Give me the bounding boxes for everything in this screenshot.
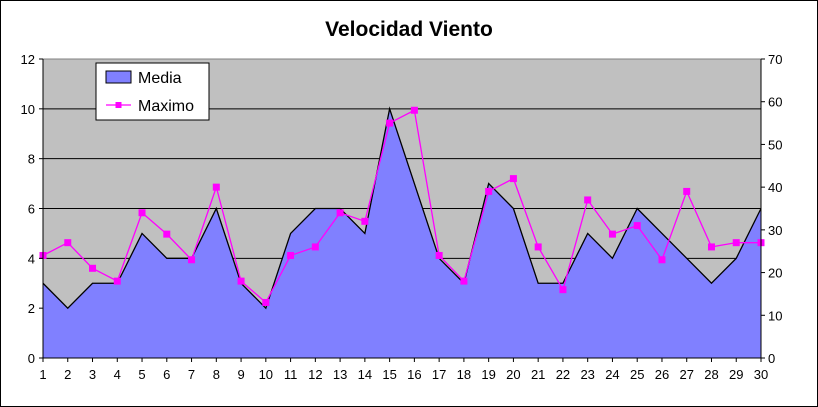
x-tick-label: 8 xyxy=(213,367,220,382)
series-maximo-marker xyxy=(608,230,616,238)
y-right-tick-label: 20 xyxy=(768,266,782,281)
y-right-tick-label: 0 xyxy=(768,351,775,366)
x-tick-label: 25 xyxy=(630,367,644,382)
x-tick-label: 22 xyxy=(556,367,570,382)
x-tick-label: 6 xyxy=(163,367,170,382)
x-tick-label: 11 xyxy=(284,367,298,382)
series-maximo-marker xyxy=(361,217,369,225)
series-maximo-marker xyxy=(658,256,666,264)
y-right-tick-label: 10 xyxy=(768,308,782,323)
series-maximo-marker xyxy=(485,187,493,195)
legend-box xyxy=(95,62,210,121)
series-maximo-marker xyxy=(188,256,196,264)
series-maximo-marker xyxy=(534,243,542,251)
x-tick-label: 26 xyxy=(655,367,669,382)
x-tick-label: 10 xyxy=(259,367,273,382)
series-maximo-marker xyxy=(559,286,567,294)
y-left-tick-label: 0 xyxy=(28,351,35,366)
series-media-line xyxy=(42,106,762,310)
series-maximo-marker xyxy=(237,277,245,285)
series-maximo-marker xyxy=(163,230,171,238)
x-tick-label: 1 xyxy=(39,367,46,382)
legend-marker-maximo xyxy=(115,102,122,108)
x-tick-label: 20 xyxy=(506,367,520,382)
y-right-tick-label: 50 xyxy=(768,137,782,152)
series-maximo-marker xyxy=(386,119,394,127)
y-left-tick-label: 6 xyxy=(28,202,35,217)
x-tick-label: 13 xyxy=(333,367,347,382)
x-tick-label: 2 xyxy=(64,367,71,382)
x-tick-label: 12 xyxy=(308,367,322,382)
series-maximo-marker xyxy=(89,264,97,272)
y-left-tick-label: 2 xyxy=(28,301,35,316)
legend-label-maximo: Maximo xyxy=(138,98,194,115)
y-right-tick-label: 30 xyxy=(768,223,782,238)
x-tick-label: 17 xyxy=(432,367,446,382)
x-tick-label: 19 xyxy=(481,367,495,382)
series-maximo-marker xyxy=(212,183,220,191)
series-maximo-marker xyxy=(683,187,691,195)
x-tick-label: 4 xyxy=(114,367,121,382)
y-right-tick-label: 40 xyxy=(768,180,782,195)
x-tick-label: 5 xyxy=(138,367,145,382)
legend-label-media: Media xyxy=(138,70,182,87)
series-maximo-marker xyxy=(138,209,146,217)
series-maximo-marker xyxy=(311,243,319,251)
x-tick-label: 3 xyxy=(89,367,96,382)
series-media-area xyxy=(43,108,761,358)
series-maximo-marker xyxy=(64,239,72,247)
y-left-tick-label: 12 xyxy=(21,52,35,67)
y-right-tick-label: 70 xyxy=(768,52,782,67)
series-maximo-marker xyxy=(113,277,121,285)
x-tick-label: 7 xyxy=(188,367,195,382)
series-maximo-marker xyxy=(262,298,270,306)
y-left-tick-label: 8 xyxy=(28,152,35,167)
chart-title: Velocidad Viento xyxy=(325,18,493,41)
series-maximo-marker xyxy=(287,251,295,259)
y-left-tick-label: 4 xyxy=(28,251,35,266)
y-right-tick-label: 60 xyxy=(768,95,782,110)
x-tick-label: 18 xyxy=(457,367,471,382)
series-maximo-marker xyxy=(633,222,641,230)
x-tick-label: 27 xyxy=(679,367,693,382)
series-maximo-marker xyxy=(584,196,592,204)
series-maximo-marker xyxy=(336,209,344,217)
series-maximo-marker xyxy=(460,277,468,285)
x-tick-label: 9 xyxy=(237,367,244,382)
series-maximo-marker xyxy=(732,239,740,247)
x-tick-label: 23 xyxy=(580,367,594,382)
series-maximo-line xyxy=(42,109,761,304)
x-tick-label: 24 xyxy=(605,367,619,382)
x-tick-label: 15 xyxy=(382,367,396,382)
x-tick-label: 14 xyxy=(358,367,372,382)
x-tick-label: 30 xyxy=(754,367,768,382)
x-tick-label: 29 xyxy=(729,367,743,382)
series-maximo-marker xyxy=(509,175,517,183)
series-maximo-marker xyxy=(410,106,418,114)
series-maximo-marker xyxy=(707,243,715,251)
x-tick-label: 16 xyxy=(407,367,421,382)
series-maximo-marker xyxy=(435,251,443,259)
x-tick-label: 21 xyxy=(531,367,545,382)
x-tick-label: 28 xyxy=(704,367,718,382)
y-left-tick-label: 10 xyxy=(21,102,35,117)
legend-swatch-media xyxy=(105,70,132,84)
